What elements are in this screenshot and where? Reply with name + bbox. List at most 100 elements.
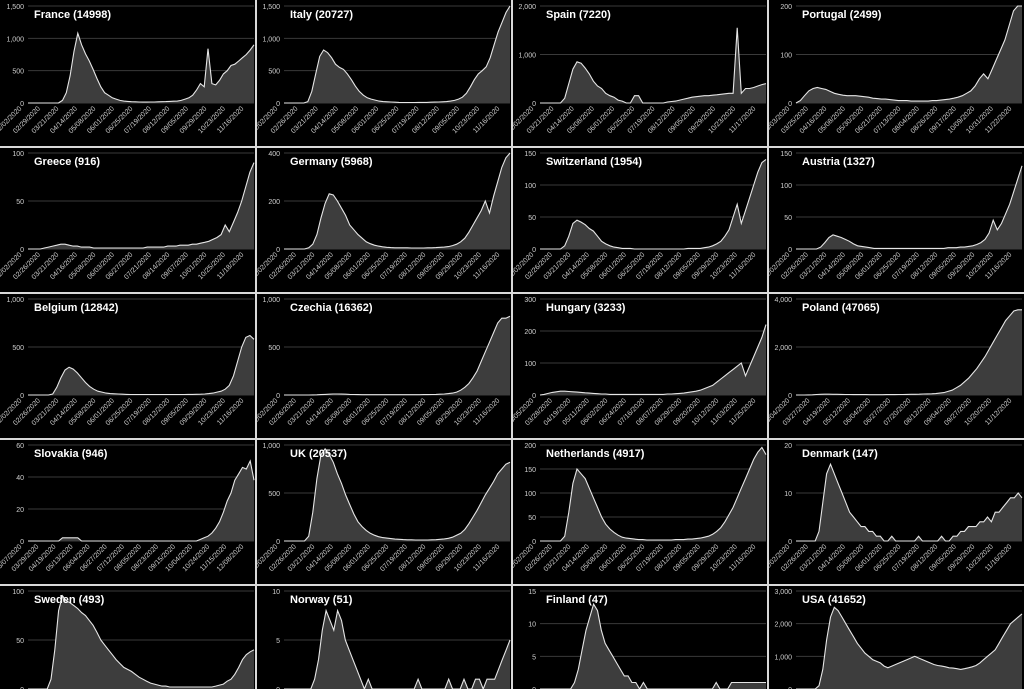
y-tick-label: 0 [20,539,24,546]
series-area [796,165,1022,249]
y-tick-label: 100 [12,151,24,158]
y-tick-label: 1,000 [262,443,280,450]
y-tick-label: 300 [524,297,536,304]
y-tick-label: 0 [20,101,24,108]
y-tick-label: 1,500 [262,4,280,11]
chart-title: Austria (1327) [802,156,875,168]
chart-svg: 05010015020002/02/202002/26/202003/21/20… [512,443,767,573]
chart-svg: 0 1,000 2,000 3,000 [774,589,1023,689]
chart-title: UK (20537) [290,448,347,460]
panel-divider [255,0,257,689]
chart-svg: 05001,00002/02/202002/26/202003/21/20200… [256,443,511,573]
y-tick-label: 200 [268,199,280,206]
series-area [284,448,510,541]
y-tick-label: 20 [784,443,792,450]
y-tick-label: 1,000 [518,53,536,60]
y-tick-label: 100 [524,491,536,498]
y-tick-label: 0 [532,247,536,254]
y-tick-label: 50 [16,199,24,206]
series-line [28,162,255,250]
y-tick-label: 1,000 [6,297,24,304]
y-tick-label: 1,000 [262,297,280,304]
chart-panel: Czechia (16362) 0 500 1,000 02/02/2020 02/26/… [256,293,512,439]
series-line [284,608,511,689]
chart-panel: Greece (916) 0 50 100 02/02/2020 02/26/2020 03… [0,147,256,293]
y-tick-label: 0 [532,101,536,108]
chart-svg: 05001,00002/02/202002/26/202003/21/20200… [256,297,511,427]
chart-svg: 05010015002/02/202002/26/202003/21/20200… [768,151,1023,281]
y-tick-label: 0 [276,687,280,689]
series-line [284,152,511,250]
chart-panel: France (14998) 0 500 1,000 1,500 02/02/2020 02… [0,0,256,147]
chart-title: USA (41652) [802,594,866,606]
y-tick-label: 200 [524,329,536,336]
chart-panel: Denmark (147) 0 10 20 02/02/2020 02/26/2020 03… [768,439,1024,585]
series-area [284,316,510,395]
chart-svg: 05001,0001,50002/02/202002/26/202003/21/… [256,4,511,135]
y-tick-label: 0 [276,393,280,400]
y-tick-label: 500 [12,69,24,76]
chart-title: Slovakia (946) [34,448,108,460]
series-line [28,459,255,542]
chart-panel: Finland (47) 0 5 10 15 [512,585,768,689]
y-tick-label: 100 [524,361,536,368]
chart-title: Germany (5968) [290,156,373,168]
y-tick-label: 0 [276,247,280,254]
series-area [796,464,1022,541]
series-area [28,33,254,104]
series-area [540,447,766,541]
chart-panel: USA (41652) 0 1,000 2,000 3,000 [768,585,1024,689]
y-tick-label: 0 [788,393,792,400]
panel-divider [767,0,769,689]
panel-divider [0,146,1024,148]
chart-panel: Belgium (12842) 0 500 1,000 02/02/2020 02/26/… [0,293,256,439]
y-tick-label: 15 [528,589,536,596]
chart-svg: 0102002/02/202002/26/202003/21/202004/14… [768,443,1023,573]
series-line [539,324,767,396]
chart-svg: 05001,00002/02/202002/26/202003/21/20200… [0,297,255,427]
series-line [796,462,1023,542]
series-line [796,309,1022,396]
series-area [284,6,510,103]
y-tick-label: 5 [532,654,536,661]
y-tick-label: 0 [788,539,792,546]
chart-svg: 01,0002,00002/02/202003/21/202004/14/202… [512,4,767,135]
y-tick-label: 2,000 [774,345,792,352]
y-tick-label: 0 [276,101,280,108]
y-tick-label: 0 [20,687,24,689]
chart-panel: Hungary (3233) 0 100 200 300 03/05/2020 03/28/… [512,293,768,439]
series-line [28,31,255,104]
y-tick-label: 150 [780,151,792,158]
chart-panel: Italy (20727) 0 500 1,000 1,500 02/02/2020 02/… [256,0,512,147]
series-line [796,165,1023,250]
series-area [28,595,254,689]
y-tick-label: 0 [788,101,792,108]
chart-svg: 05001,0001,50002/02/202002/29/202003/21/… [0,4,255,135]
chart-title: Netherlands (4917) [546,448,645,460]
chart-panel: Sweden (493) 0 50 100 [0,585,256,689]
chart-title: Sweden (493) [34,594,105,606]
chart-title: Belgium (12842) [34,302,119,314]
y-tick-label: 50 [528,215,536,222]
chart-panel: Austria (1327) 0 50 100 150 02/02/2020 02/26/2… [768,147,1024,293]
y-tick-label: 1,000 [262,36,280,43]
chart-panel: Poland (47065) 0 2,000 4,000 03/04/2020 03/27… [768,293,1024,439]
chart-svg: 010020003/03/202003/25/202004/16/202005/… [768,4,1022,135]
y-tick-label: 50 [784,215,792,222]
y-tick-label: 50 [528,515,536,522]
series-area [28,335,254,395]
chart-title: Spain (7220) [546,9,611,21]
y-tick-label: 2,000 [518,4,536,11]
chart-panel: UK (20537) 0 500 1,000 02/02/2020 02/26/2020 0… [256,439,512,585]
y-tick-label: 500 [268,491,280,498]
y-tick-label: 0 [532,539,536,546]
y-tick-label: 10 [272,589,280,596]
chart-title: Czechia (16362) [290,302,373,314]
chart-panel: Norway (51) 0 5 10 [256,585,512,689]
y-tick-label: 20 [16,507,24,514]
chart-svg: 020406003/07/202003/29/202004/19/202005/… [0,443,255,573]
y-tick-label: 200 [780,4,792,11]
y-tick-label: 10 [528,622,536,629]
chart-svg: 05010002/02/202002/26/202003/21/202004/1… [0,151,255,281]
